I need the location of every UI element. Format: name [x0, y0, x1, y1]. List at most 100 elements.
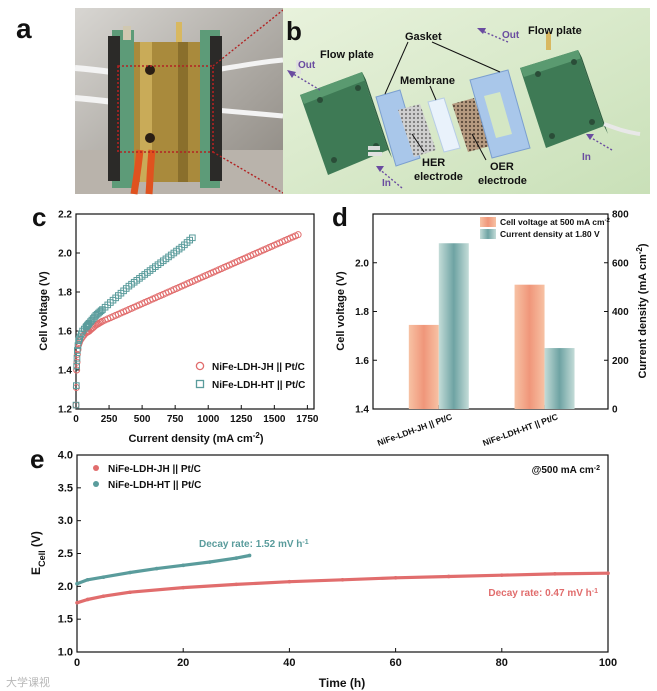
d-legend-voltage: Cell voltage at 500 mA cm-2: [500, 217, 611, 227]
c-legend: NiFe-LDH-JH || Pt/C NiFe-LDH-HT || Pt/C: [195, 361, 305, 391]
c-ytick-label: 1.2: [58, 405, 72, 416]
label-out-right: Out: [502, 30, 520, 41]
flow-arrows: [289, 29, 613, 189]
label-her-2: electrode: [414, 171, 463, 183]
label-flow-plate-right: Flow plate: [528, 25, 582, 37]
left-flow-plate: [300, 72, 392, 175]
zoom-frame: [117, 65, 214, 153]
e-line-ht-point: [181, 563, 185, 568]
panel-b-diagram: b: [283, 8, 650, 194]
d-legend-swatch-voltage: [480, 217, 496, 227]
label-oer-2: electrode: [478, 175, 527, 187]
d-bars: [408, 243, 575, 409]
watermark: 大学课视: [6, 675, 50, 689]
red-tube: [130, 149, 144, 195]
leader-lines: [384, 41, 501, 161]
c-xtick-label: 1000: [197, 414, 220, 425]
label-in-right: In: [582, 152, 591, 163]
d-bar-current: [438, 243, 469, 409]
d-y2label: Current density (mA cm-2): [635, 243, 650, 378]
c-legend-jh: NiFe-LDH-JH || Pt/C: [212, 362, 305, 373]
c-point-ht: [72, 401, 80, 409]
e-line-ht-point: [128, 570, 132, 575]
her-electrode: [398, 104, 436, 157]
c-point-jh: [73, 350, 81, 358]
c-point-ht: [79, 327, 86, 335]
e-ylabel: ECell (V): [29, 531, 47, 575]
c-point-ht: [73, 355, 81, 362]
e-ytick-label: 2.0: [58, 581, 73, 593]
left-gasket: [375, 89, 421, 167]
panel-label-a: a: [16, 13, 32, 44]
c-ytick-label: 1.6: [58, 327, 72, 338]
c-legend-marker-ht: [195, 379, 205, 389]
c-xtick-label: 250: [101, 414, 118, 425]
d-legend: Cell voltage at 500 mA cm-2 Current dens…: [480, 217, 611, 239]
zoom-line-bottom: [212, 151, 284, 194]
c-ylabel: Cell voltage (V): [38, 271, 50, 351]
e-xtick-label: 40: [283, 657, 295, 669]
d-y2tick-label: 0: [612, 405, 618, 416]
e-xtick-label: 20: [177, 657, 189, 669]
c-xlabel: Current density (mA cm-2): [128, 431, 263, 446]
c-point-ht: [73, 362, 80, 370]
e-line-jh-point: [446, 574, 451, 579]
d-ytick-label: 1.4: [355, 405, 369, 416]
c-ytick-label: 1.8: [58, 288, 72, 299]
e-line-ht-point: [85, 577, 90, 582]
e-line-ht-point: [75, 581, 79, 586]
c-point-ht: [75, 337, 82, 345]
panel-label-b: b: [286, 16, 302, 46]
d-bar-voltage: [514, 284, 545, 409]
d-xtick-label: NiFe-LDH-HT || Pt/C: [481, 411, 559, 448]
e-xlabel: Time (h): [319, 676, 365, 690]
e-ytick-label: 2.5: [58, 548, 73, 560]
label-flow-plate-left: Flow plate: [320, 49, 374, 61]
c-point-jh: [73, 366, 81, 374]
e-ytick-label: 1.0: [58, 647, 73, 659]
c-point-ht: [76, 335, 83, 343]
e-ytick-label: 3.5: [58, 482, 73, 494]
e-data-lines: [75, 553, 610, 605]
e-line-jh-point: [606, 571, 610, 575]
c-point-jh: [73, 358, 81, 366]
right-flow-plate: [520, 32, 641, 148]
d-ytick-label: 2.0: [355, 258, 369, 269]
c-xtick-label: 500: [134, 414, 151, 425]
c-ytick-label: 2.2: [58, 210, 72, 221]
e-line-jh-point: [85, 597, 90, 602]
c-point-ht: [97, 307, 105, 315]
d-y2tick-label: 200: [612, 356, 629, 367]
c-xtick-label: 0: [73, 414, 79, 425]
panel-a-photo: a: [16, 8, 284, 195]
e-legend-marker-ht: [93, 481, 99, 487]
e-xtick-label: 80: [496, 657, 508, 669]
label-oer-1: OER: [490, 161, 514, 173]
c-xtick-label: 1750: [296, 414, 319, 425]
c-xtick-label: 1250: [230, 414, 253, 425]
e-line-jh-point: [553, 572, 557, 576]
c-point-ht: [73, 382, 80, 389]
label-her-1: HER: [422, 157, 445, 169]
e-decay-ht: Decay rate: 1.52 mV h-1: [199, 539, 309, 551]
d-y2tick-label: 800: [612, 210, 629, 221]
panel-e-stability-chart: e 0 20 40 60 80 100 1.0 1.5 2.0 2.5 3.0 3.5 4.0 Time…: [29, 444, 617, 690]
e-xtick-label: 60: [389, 657, 401, 669]
arrow-heads: [287, 28, 594, 172]
d-ytick-label: 1.6: [355, 356, 369, 367]
e-line-ht-point: [234, 556, 239, 560]
c-data-markers: [72, 231, 302, 409]
label-membrane: Membrane: [400, 75, 455, 87]
c-point-ht: [74, 342, 82, 349]
d-ylabel: Cell voltage (V): [335, 271, 347, 351]
e-line-jh-point: [393, 575, 398, 580]
c-ticks: 0 250 500 750 1000 1250 1500 1750 1.2 1.4 1.6 1.8 2.…: [58, 210, 319, 426]
e-legend-marker-jh: [93, 465, 99, 471]
d-y2tick-label: 600: [612, 258, 629, 269]
e-line-jh-point: [101, 594, 106, 598]
e-legend: NiFe-LDH-JH || Pt/C NiFe-LDH-HT || Pt/C: [93, 464, 201, 491]
membrane: [427, 97, 461, 153]
e-line-jh-point: [287, 579, 292, 584]
e-decay-jh: Decay rate: 0.47 mV h-1: [488, 588, 598, 600]
e-ytick-label: 4.0: [58, 450, 73, 462]
